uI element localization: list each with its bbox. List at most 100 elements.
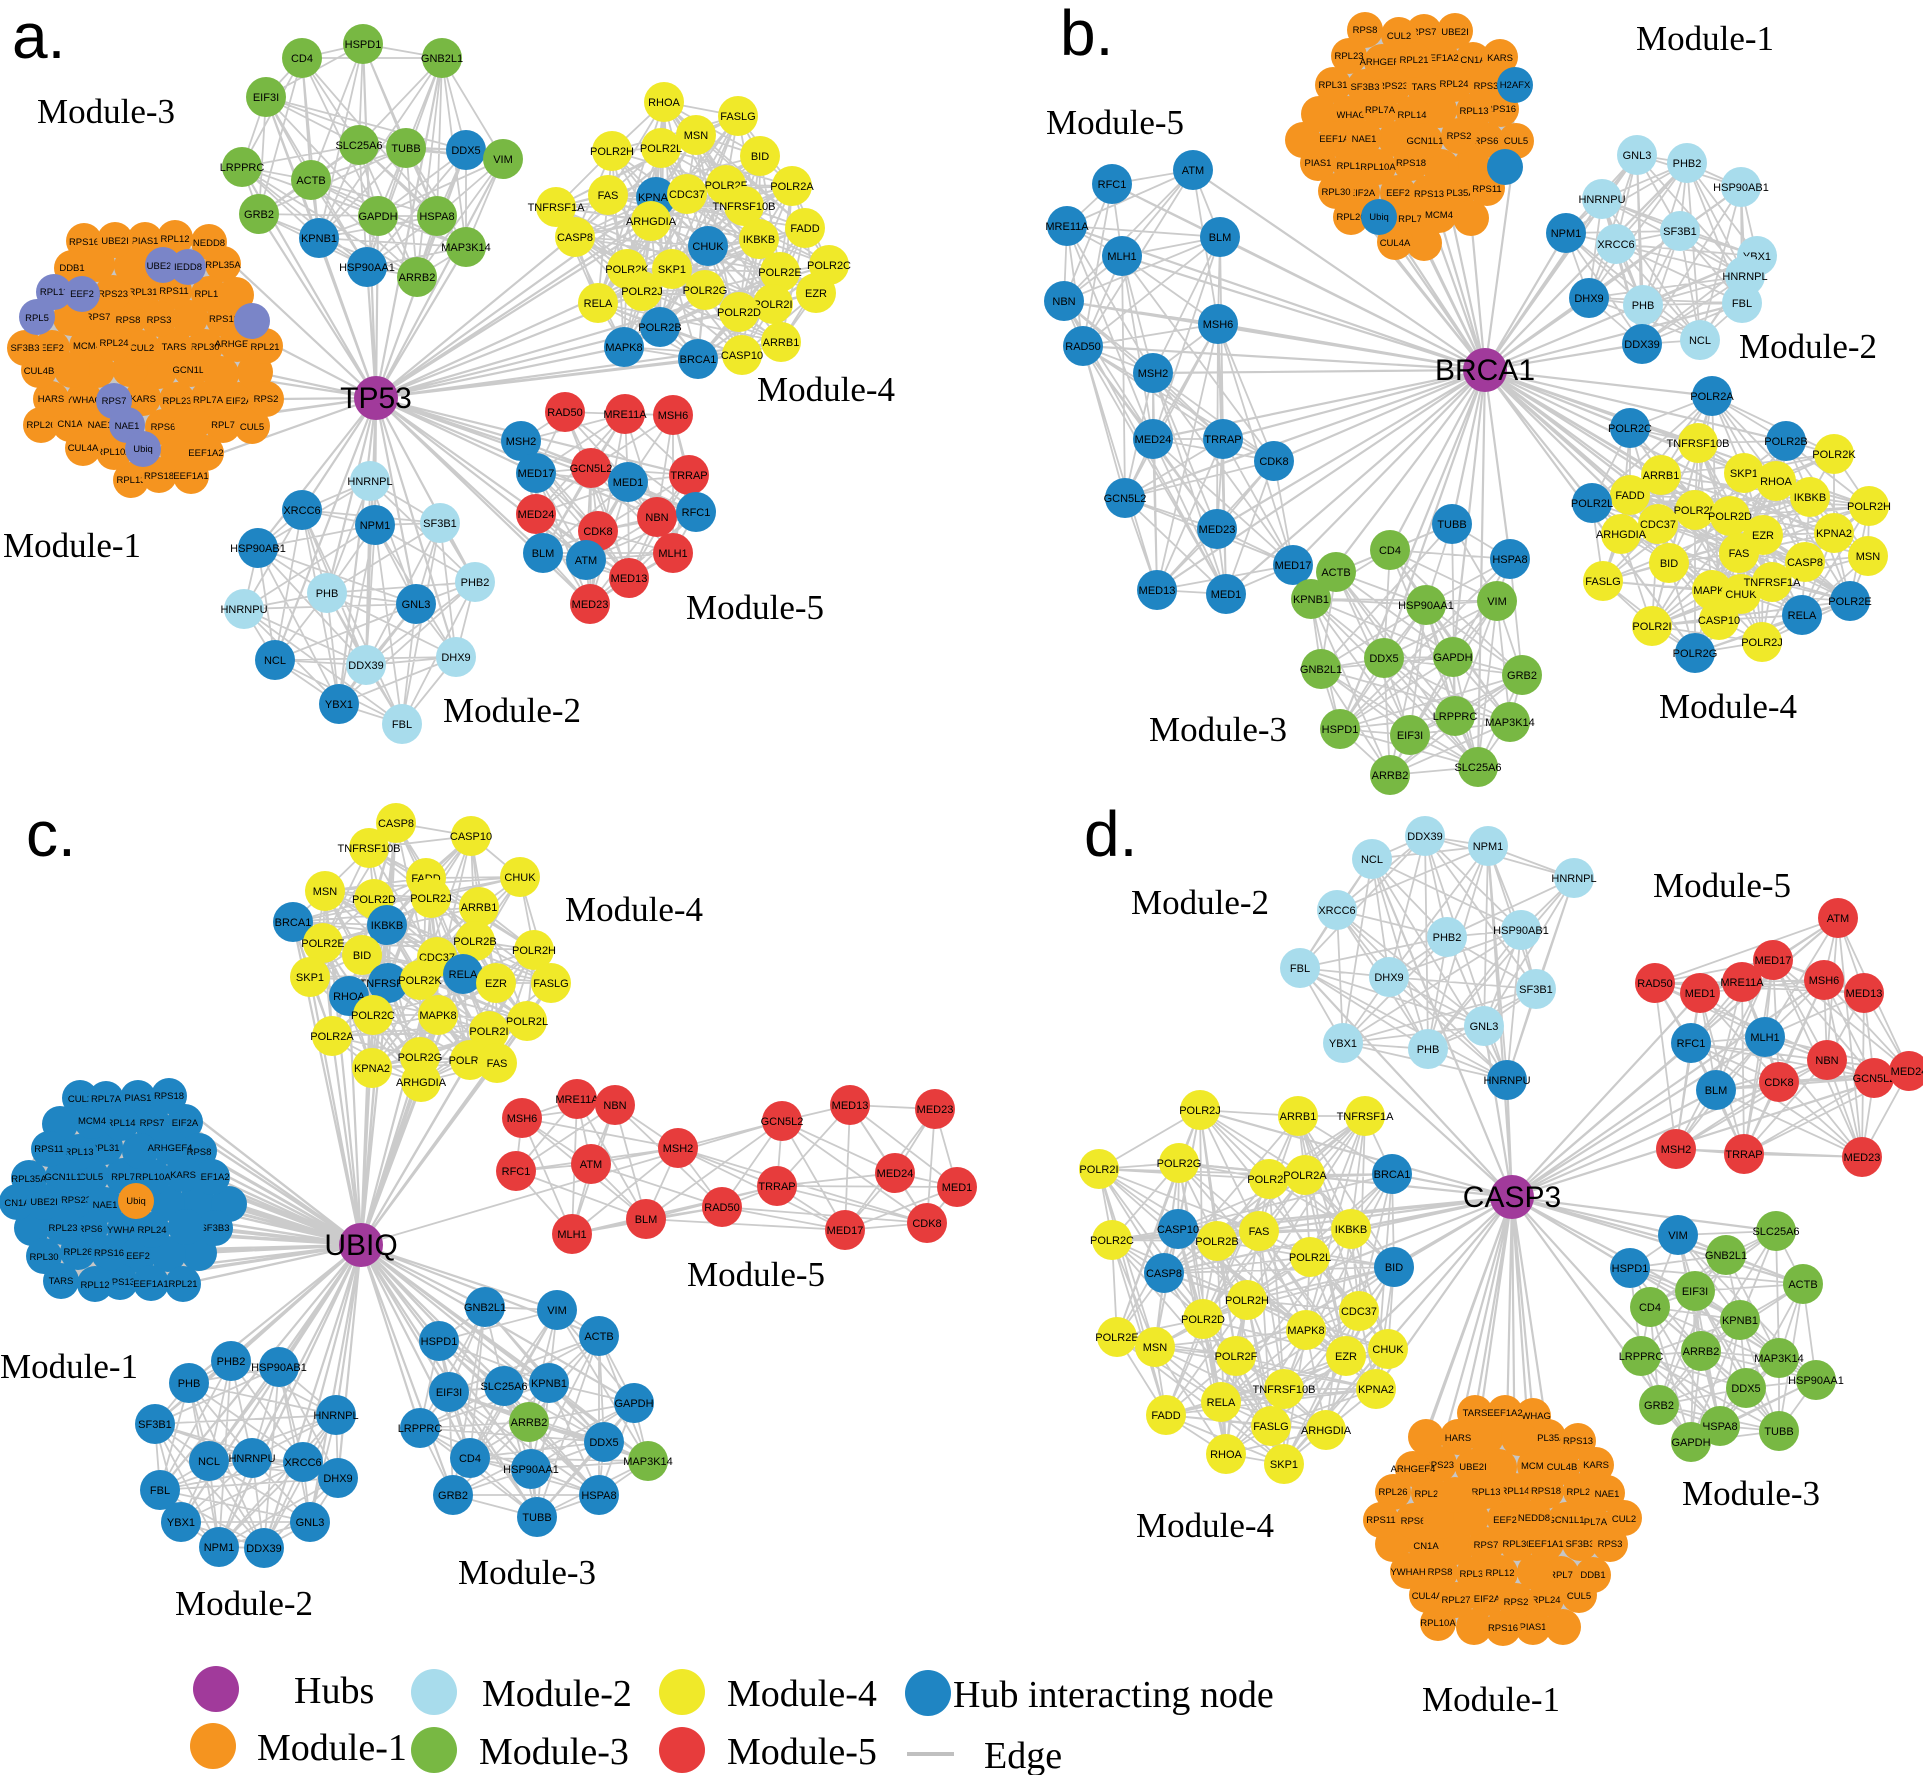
svg-text:RPL7A: RPL7A [1365,105,1396,116]
svg-text:MAP3K14: MAP3K14 [623,1456,673,1468]
svg-text:POLR2A: POLR2A [310,1031,354,1043]
svg-text:TNFRSF10B: TNFRSF10B [1253,1384,1316,1396]
svg-text:CASP8: CASP8 [378,818,414,830]
svg-text:Ubiq: Ubiq [1369,212,1389,223]
svg-text:RPL5: RPL5 [25,313,49,324]
svg-text:KPNB1: KPNB1 [531,1378,567,1390]
svg-text:ARHGDIA: ARHGDIA [1301,1425,1352,1437]
svg-text:CUL2: CUL2 [68,1094,92,1105]
svg-text:GCN1L1: GCN1L1 [173,365,210,376]
svg-text:CUL5: CUL5 [1567,1591,1591,1602]
svg-text:RPS6: RPS6 [1474,136,1499,147]
svg-text:Module-2: Module-2 [443,691,581,730]
svg-text:CHUK: CHUK [692,241,724,253]
svg-text:KARS: KARS [1583,1460,1609,1471]
svg-text:EIF3I: EIF3I [1397,730,1423,742]
svg-text:RPS2: RPS2 [254,394,279,405]
svg-text:POLR2H: POLR2H [590,146,634,158]
svg-text:MED17: MED17 [518,468,555,480]
svg-text:POLR2E: POLR2E [758,267,801,279]
svg-text:GCN5L2: GCN5L2 [1853,1073,1896,1085]
svg-text:XRCC6: XRCC6 [284,1457,321,1469]
svg-text:MSH2: MSH2 [506,436,537,448]
svg-text:HNRNPL: HNRNPL [1722,271,1767,283]
svg-text:RPL12: RPL12 [1485,1568,1514,1579]
svg-text:POLR2J: POLR2J [1179,1105,1221,1117]
svg-text:HNRNPL: HNRNPL [1551,873,1596,885]
svg-text:BID: BID [751,151,769,163]
svg-text:MAP3K14: MAP3K14 [1754,1353,1804,1365]
svg-text:MED23: MED23 [917,1104,954,1116]
svg-text:MRE11A: MRE11A [603,409,647,421]
svg-text:RPL23: RPL23 [1334,51,1363,62]
svg-text:XRCC6: XRCC6 [1318,905,1355,917]
svg-text:ARHGDIA: ARHGDIA [1596,529,1647,541]
svg-text:XRCC6: XRCC6 [283,505,320,517]
svg-text:GNB2L1: GNB2L1 [421,53,463,65]
svg-text:NCL: NCL [1689,335,1711,347]
svg-text:RPS18: RPS18 [1531,1486,1561,1497]
svg-text:Hubs: Hubs [294,1670,374,1712]
svg-text:RHOA: RHOA [648,97,680,109]
svg-text:RPS16: RPS16 [94,1248,124,1259]
svg-text:POLR2B: POLR2B [638,322,681,334]
svg-text:GNL3: GNL3 [402,599,431,611]
svg-text:MAPK8: MAPK8 [1287,1325,1324,1337]
svg-text:GAPDH: GAPDH [1671,1437,1710,1449]
svg-text:RPL12: RPL12 [160,234,189,245]
svg-text:POLR2H: POLR2H [1847,501,1891,513]
svg-text:NBN: NBN [645,512,668,524]
svg-text:Module-4: Module-4 [1659,687,1797,726]
svg-text:NAE1: NAE1 [115,421,140,432]
svg-text:SF3B1: SF3B1 [1663,226,1697,238]
svg-text:CDK8: CDK8 [583,526,612,538]
svg-text:MLH1: MLH1 [658,548,687,560]
svg-text:ATM: ATM [1182,165,1204,177]
svg-text:SF3B3: SF3B3 [1565,1539,1594,1550]
svg-text:RPL26: RPL26 [1336,212,1365,223]
svg-text:UBIQ: UBIQ [324,1229,397,1262]
svg-text:CHUK: CHUK [1725,589,1757,601]
svg-text:ARRB2: ARRB2 [1372,770,1409,782]
svg-text:BLM: BLM [1705,1085,1728,1097]
svg-text:RPS8: RPS8 [187,1147,212,1158]
svg-text:MED17: MED17 [827,1225,864,1237]
svg-text:RPL12: RPL12 [80,1280,109,1291]
svg-text:ACTB: ACTB [1321,567,1350,579]
svg-text:SF3B1: SF3B1 [1519,984,1553,996]
svg-text:HNRNPU: HNRNPU [220,604,267,616]
svg-text:MED17: MED17 [1275,560,1312,572]
svg-text:ARRB1: ARRB1 [1280,1111,1317,1123]
svg-text:RPL24: RPL24 [99,338,128,349]
svg-text:DHX9: DHX9 [1374,972,1403,984]
svg-text:BRCA1: BRCA1 [275,917,312,929]
svg-text:RPL31: RPL31 [90,1143,119,1154]
svg-text:EEF1A2: EEF1A2 [1487,1408,1522,1419]
svg-text:POLR2I: POLR2I [1079,1164,1118,1176]
svg-text:EEF2: EEF2 [126,1251,150,1262]
svg-text:CDK8: CDK8 [1259,456,1288,468]
svg-text:POLR2E: POLR2E [301,938,344,950]
svg-text:RFC1: RFC1 [682,507,711,519]
svg-text:RPL30: RPL30 [190,342,219,353]
svg-text:GRB2: GRB2 [244,209,274,221]
svg-text:GNB2L1: GNB2L1 [1300,664,1342,676]
svg-text:RPS8: RPS8 [1428,1567,1453,1578]
svg-text:Module-3: Module-3 [458,1553,596,1592]
svg-text:CASP8: CASP8 [1146,1268,1182,1280]
svg-text:POLR2E: POLR2E [1095,1332,1138,1344]
svg-text:MSH2: MSH2 [1661,1144,1692,1156]
svg-text:NPM1: NPM1 [1473,841,1504,853]
svg-text:POLR2K: POLR2K [398,975,442,987]
svg-text:RAD50: RAD50 [704,1202,739,1214]
svg-text:Module-3: Module-3 [37,92,175,131]
svg-text:Module-3: Module-3 [479,1731,629,1773]
svg-text:DDX39: DDX39 [246,1543,281,1555]
svg-text:SF3B3: SF3B3 [10,343,39,354]
svg-text:MED1: MED1 [1211,589,1242,601]
svg-text:RPL23: RPL23 [48,1223,77,1234]
svg-text:PHB2: PHB2 [1673,158,1702,170]
svg-text:LRPPRC: LRPPRC [1619,1351,1664,1363]
svg-text:FAS: FAS [1729,548,1750,560]
svg-text:Module-5: Module-5 [1046,103,1184,142]
